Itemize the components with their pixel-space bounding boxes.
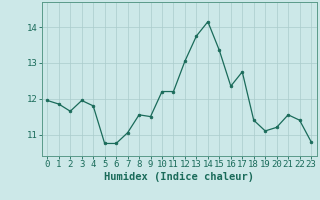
X-axis label: Humidex (Indice chaleur): Humidex (Indice chaleur) (104, 172, 254, 182)
